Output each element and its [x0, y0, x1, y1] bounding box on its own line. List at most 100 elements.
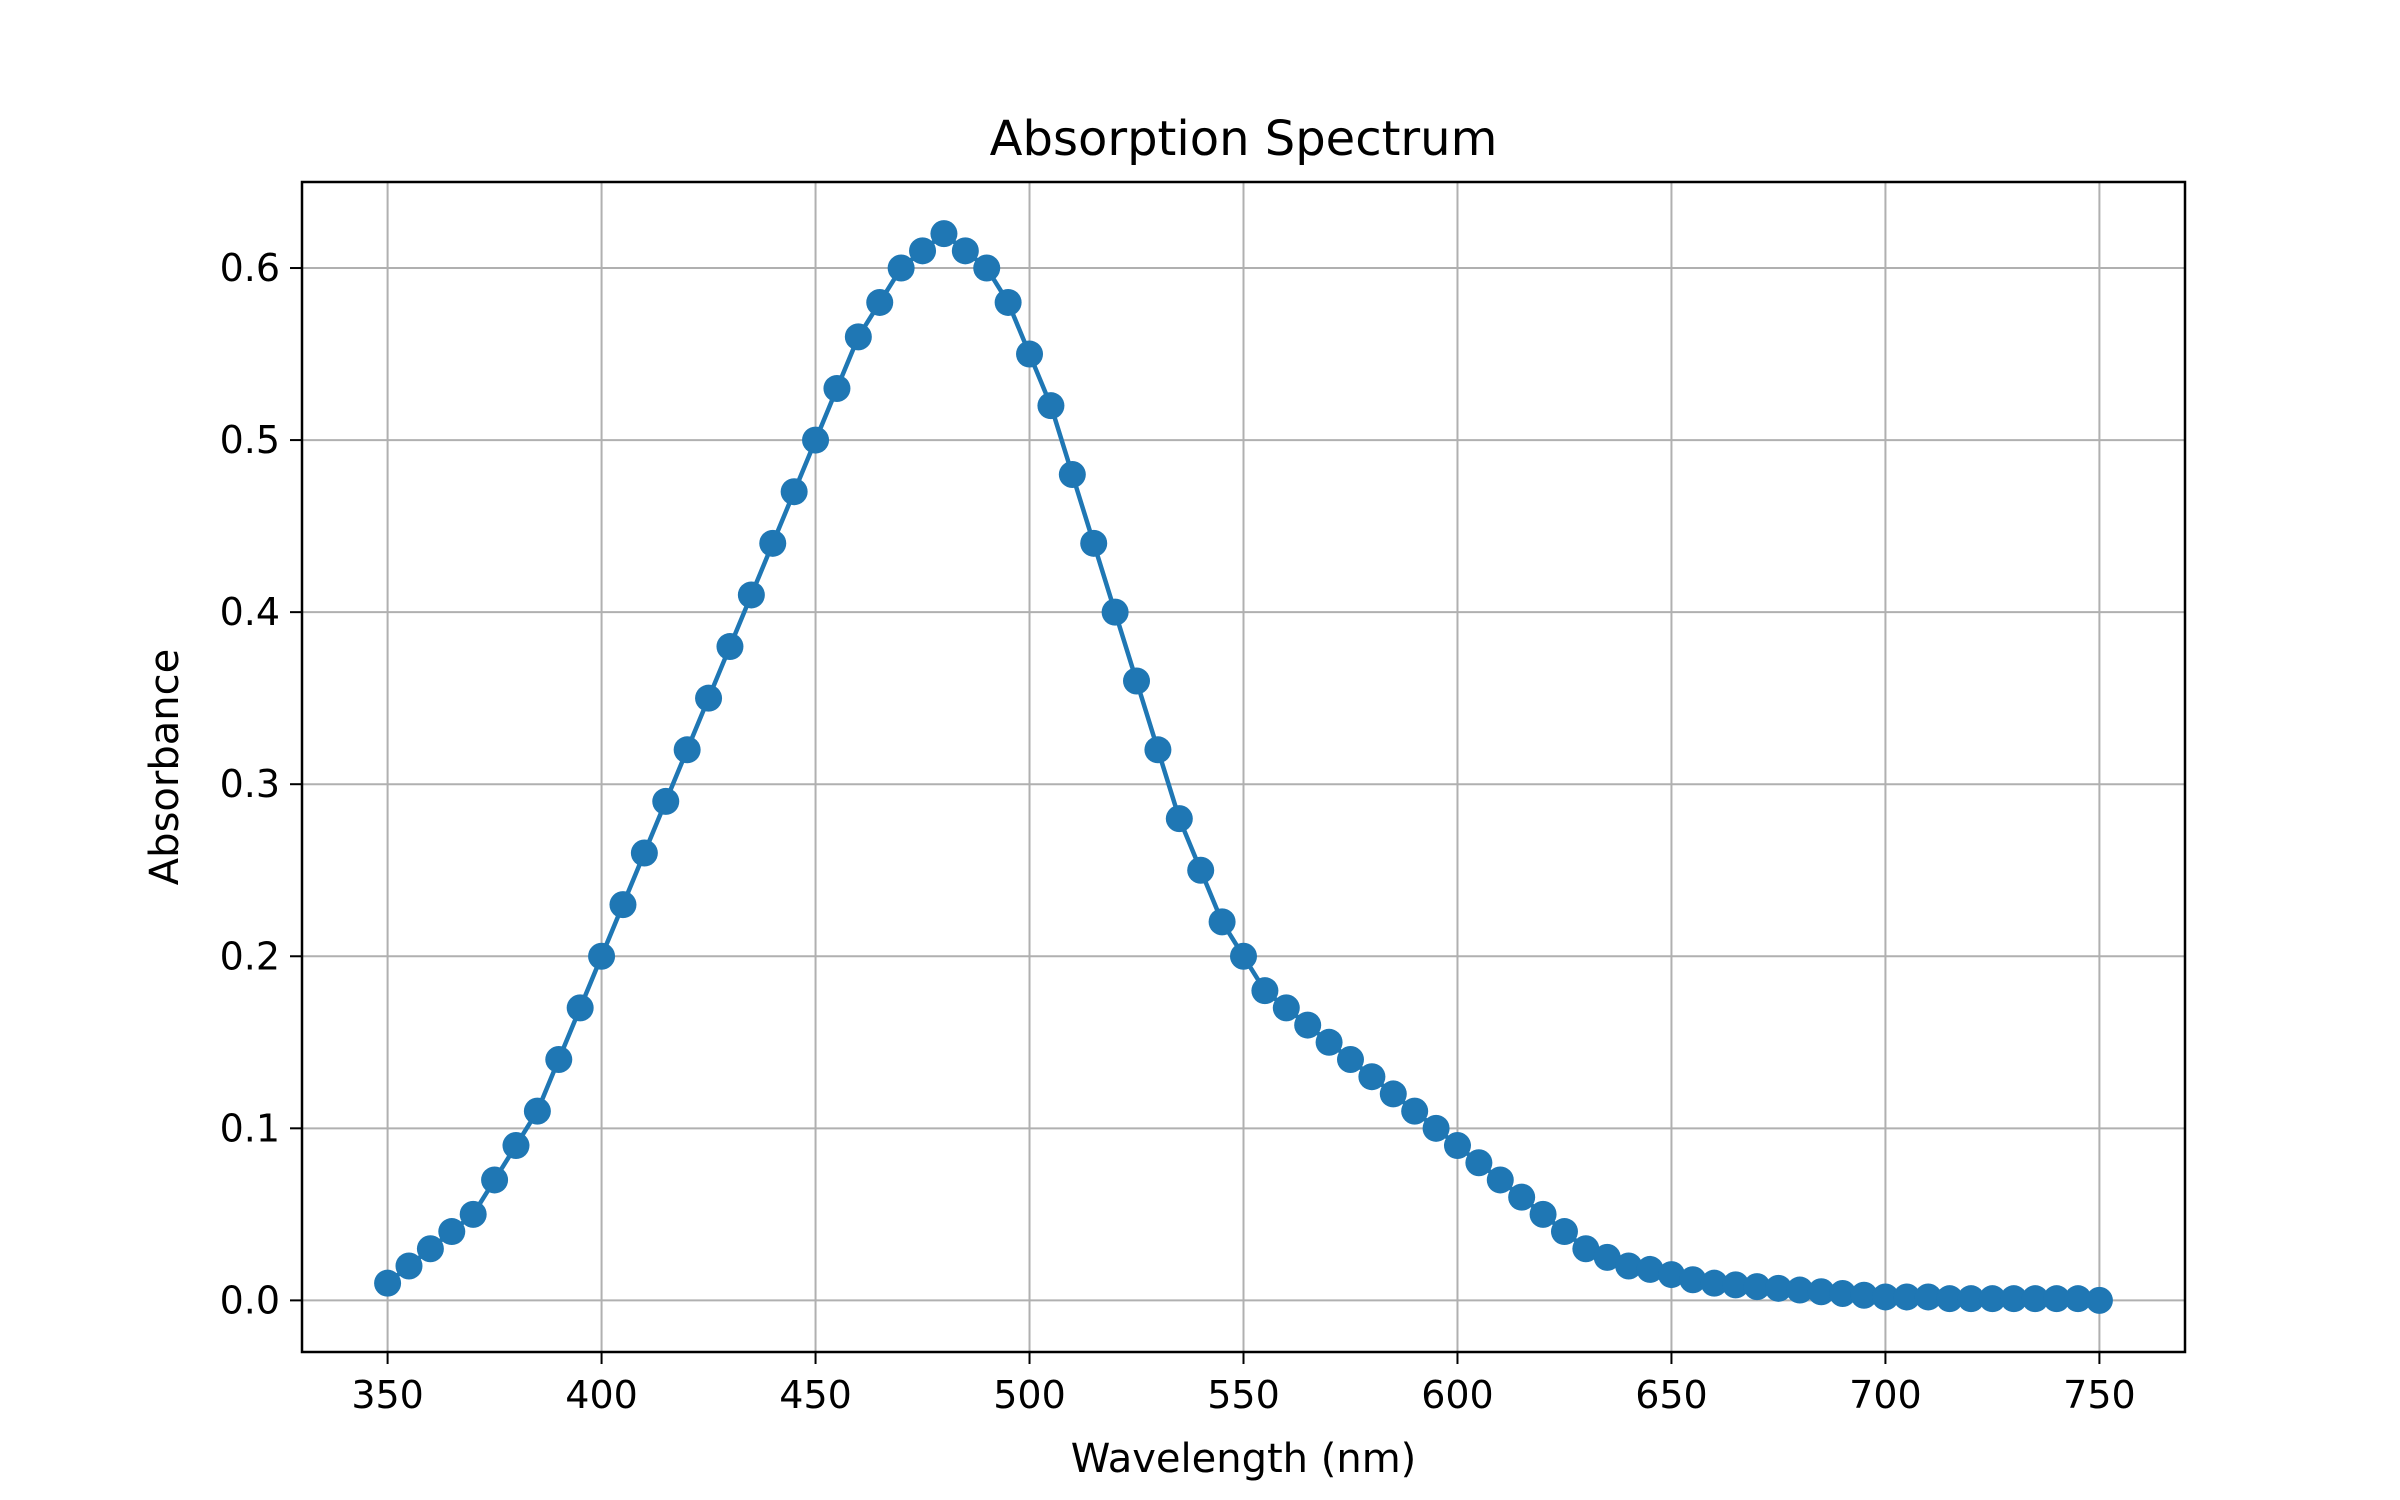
data-point — [438, 1218, 466, 1246]
data-point — [695, 684, 723, 712]
x-axis-label: Wavelength (nm) — [1071, 1436, 1417, 1482]
data-point — [887, 254, 915, 282]
data-point — [1058, 461, 1086, 488]
data-point — [588, 942, 616, 970]
data-point — [1572, 1235, 1600, 1263]
data-point — [1016, 340, 1044, 368]
data-point — [1508, 1183, 1536, 1211]
data-point — [1700, 1269, 1728, 1297]
data-point — [1829, 1280, 1857, 1307]
y-tick-label: 0.6 — [220, 246, 280, 290]
data-point — [1893, 1283, 1921, 1311]
data-point — [823, 374, 851, 402]
y-axis-label: Absorbance — [142, 649, 188, 885]
data-point — [866, 288, 894, 316]
data-point — [1401, 1097, 1429, 1125]
data-point — [1615, 1252, 1643, 1280]
data-point — [2000, 1285, 2028, 1313]
data-point — [1764, 1274, 1792, 1302]
data-point — [1315, 1028, 1343, 1056]
data-point — [1294, 1011, 1322, 1039]
x-tick-label: 600 — [1421, 1373, 1494, 1417]
data-point — [1936, 1285, 1964, 1313]
data-point — [2021, 1285, 2049, 1313]
y-tick-label: 0.3 — [220, 762, 280, 806]
data-point — [1550, 1218, 1578, 1246]
data-point — [973, 254, 1001, 282]
data-point — [737, 581, 765, 609]
data-point — [1272, 994, 1300, 1022]
data-point — [780, 478, 808, 506]
data-point — [609, 891, 637, 919]
y-tick-label: 0.4 — [220, 590, 280, 634]
data-point — [1251, 977, 1279, 1005]
data-point — [1807, 1278, 1835, 1306]
data-point — [1465, 1149, 1493, 1177]
data-point — [1850, 1281, 1878, 1309]
x-tick-label: 400 — [565, 1373, 638, 1417]
x-tick-label: 450 — [779, 1373, 852, 1417]
data-point — [802, 426, 830, 454]
x-tick-label: 750 — [2063, 1373, 2136, 1417]
data-point — [1657, 1261, 1685, 1289]
data-point — [1679, 1266, 1707, 1294]
data-point — [2043, 1285, 2071, 1313]
data-point — [1208, 908, 1236, 936]
data-point — [716, 633, 744, 661]
data-point — [652, 787, 680, 815]
data-point — [1593, 1243, 1621, 1271]
data-point — [1336, 1046, 1364, 1073]
data-point — [1443, 1132, 1471, 1160]
grid-lines — [302, 182, 2185, 1352]
data-point — [1187, 856, 1215, 884]
data-point — [1379, 1080, 1407, 1108]
data-point — [1786, 1276, 1814, 1304]
data-series — [374, 220, 2113, 1314]
data-point — [1978, 1285, 2006, 1313]
x-tick-label: 550 — [1207, 1373, 1280, 1417]
x-tick-label: 500 — [993, 1373, 1066, 1417]
x-tick-label: 650 — [1635, 1373, 1708, 1417]
data-point — [1722, 1271, 1750, 1299]
data-point — [759, 529, 787, 557]
data-point — [1123, 667, 1151, 695]
data-point — [1037, 392, 1065, 420]
data-point — [1957, 1285, 1985, 1313]
data-point — [459, 1200, 487, 1228]
y-tick-label: 0.5 — [220, 418, 280, 462]
data-point — [545, 1046, 573, 1073]
data-point — [630, 839, 658, 867]
data-point — [1486, 1166, 1514, 1194]
data-point — [1743, 1273, 1771, 1301]
data-point — [1144, 736, 1172, 764]
data-point — [523, 1097, 551, 1125]
data-point — [1914, 1283, 1942, 1311]
data-point — [1529, 1200, 1557, 1228]
y-tick-label: 0.1 — [220, 1106, 280, 1150]
data-point — [395, 1252, 423, 1280]
data-point — [844, 323, 872, 351]
data-point — [909, 237, 937, 265]
data-point — [481, 1166, 509, 1194]
data-point — [374, 1269, 402, 1297]
data-point — [1358, 1063, 1386, 1091]
axis-ticks: 350 400 450 500 550 600 650 700 750 0.0 0.1 0.2 0.3 0… — [220, 246, 2136, 1417]
data-point — [2064, 1285, 2092, 1313]
y-tick-label: 0.0 — [220, 1278, 280, 1322]
data-point — [566, 994, 594, 1022]
chart-title: Absorption Spectrum — [990, 111, 1498, 167]
data-point — [994, 288, 1022, 316]
data-point — [1230, 942, 1257, 970]
data-point — [951, 237, 979, 265]
data-point — [1422, 1114, 1450, 1142]
y-tick-label: 0.2 — [220, 934, 280, 978]
x-tick-label: 700 — [1849, 1373, 1922, 1417]
data-point — [1101, 598, 1129, 626]
data-point — [1871, 1283, 1899, 1311]
data-point — [1636, 1255, 1664, 1283]
data-point — [1165, 805, 1193, 833]
data-point — [1080, 529, 1108, 557]
data-point — [2085, 1286, 2113, 1314]
